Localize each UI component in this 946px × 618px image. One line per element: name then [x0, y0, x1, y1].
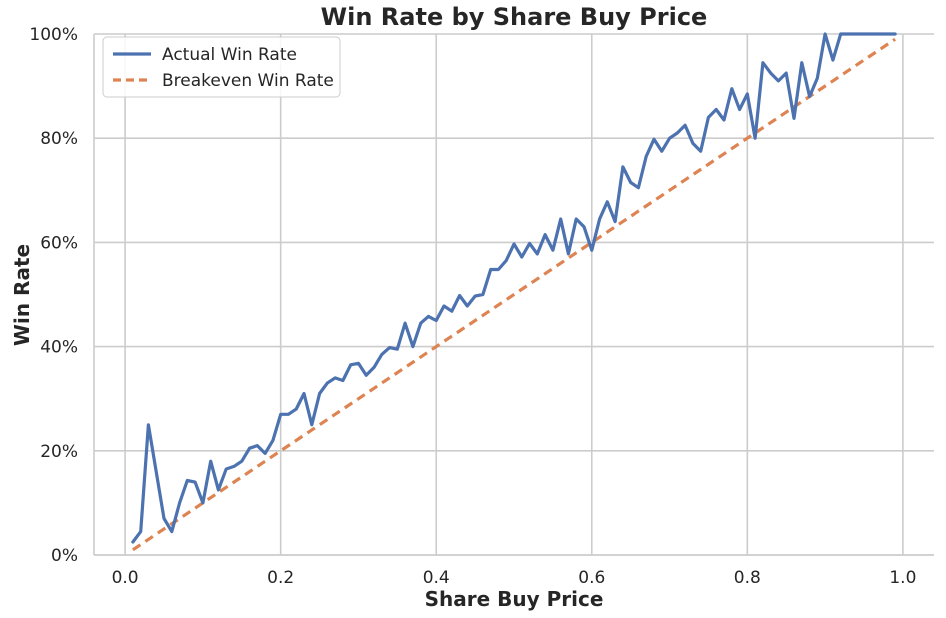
y-tick-label: 20%: [40, 442, 78, 462]
breakeven-win-rate-line: [132, 37, 896, 552]
y-tick-label: 0%: [51, 546, 78, 566]
y-tick-label: 100%: [29, 25, 78, 45]
x-tick-label: 0.2: [267, 568, 294, 588]
chart-title: Win Rate by Share Buy Price: [321, 3, 708, 31]
y-tick-label: 60%: [40, 233, 78, 253]
y-tick-label: 40%: [40, 338, 78, 358]
data-series: [131, 32, 897, 552]
x-tick-label: 1.0: [889, 568, 916, 588]
legend-label-actual: Actual Win Rate: [162, 45, 297, 65]
x-axis-label: Share Buy Price: [425, 587, 604, 611]
legend-label-breakeven: Breakeven Win Rate: [162, 71, 334, 91]
x-tick-labels: 0.0 0.2 0.4 0.6 0.8 1.0: [112, 568, 917, 588]
x-tick-label: 0.8: [734, 568, 761, 588]
axes-spines: [93, 34, 934, 556]
grid-lines: [94, 33, 934, 556]
x-tick-label: 0.0: [112, 568, 139, 588]
y-tick-labels: 0% 20% 40% 60% 80% 100%: [29, 25, 78, 566]
actual-win-rate-line: [131, 32, 897, 544]
x-tick-label: 0.6: [578, 568, 605, 588]
x-tick-label: 0.4: [423, 568, 450, 588]
legend: Actual Win Rate Breakeven Win Rate: [102, 36, 341, 98]
legend-box: [102, 36, 341, 98]
y-tick-label: 80%: [40, 129, 78, 149]
y-axis-label: Win Rate: [10, 244, 34, 346]
